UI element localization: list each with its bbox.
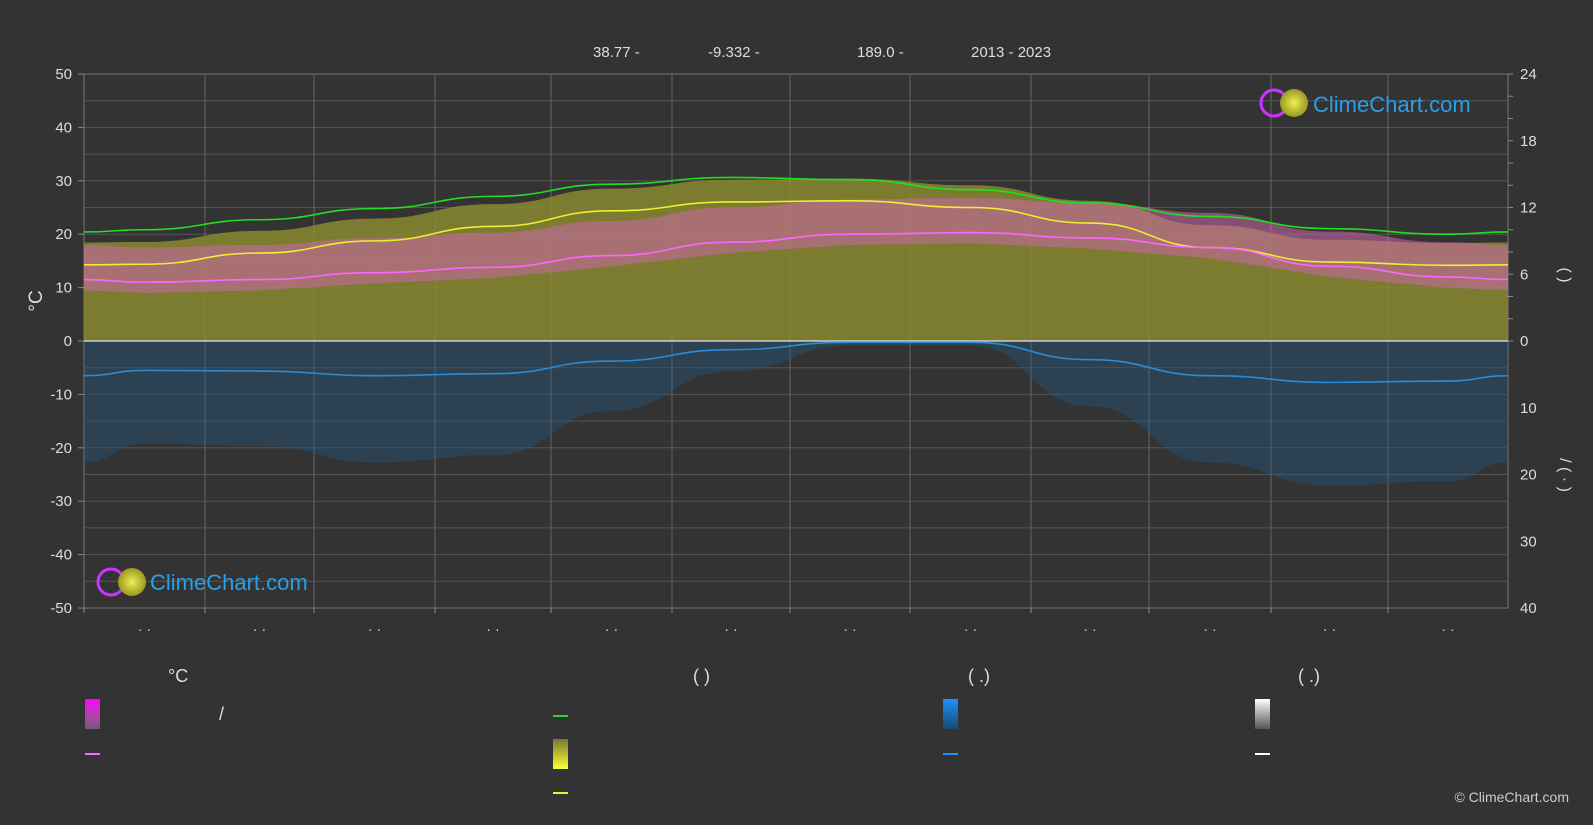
y-left-tick-label: -20	[50, 440, 72, 457]
logo-top-right-text: ClimeChart.com	[1313, 92, 1471, 117]
legend-title-rain: ( .)	[968, 666, 990, 686]
legend-slash: /	[219, 704, 225, 724]
y-axis-right-top-label: ( )	[1556, 267, 1573, 282]
x-month-label: · ·	[1083, 621, 1096, 637]
x-month-label: · ·	[1203, 621, 1216, 637]
logo-sun-icon	[118, 568, 146, 596]
x-month-label: · ·	[843, 621, 856, 637]
legend-title-temperature: °C	[168, 666, 189, 686]
series-line-mean-temp	[83, 231, 1509, 284]
copyright-notice: © ClimeChart.com	[1454, 789, 1569, 805]
y-left-tick-label: -30	[50, 493, 72, 510]
x-month-label: · ·	[253, 621, 266, 637]
logo-sun-icon	[1280, 89, 1308, 117]
logo-bottom-left-text: ClimeChart.com	[150, 570, 308, 595]
y-right-tick-label: 40	[1520, 600, 1537, 617]
series-line-sunshine	[83, 200, 1509, 267]
y-axis-left-label: °C	[26, 290, 47, 311]
y-right-tick-label: 12	[1520, 200, 1537, 217]
x-month-label: · ·	[486, 621, 499, 637]
x-month-label: · ·	[368, 621, 381, 637]
data-bands	[84, 178, 1508, 486]
legend-swatch-snow	[1255, 699, 1270, 729]
y-left-tick-label: -50	[50, 600, 72, 617]
legend-swatch-temp-range	[85, 699, 100, 729]
y-right-tick-label: 0	[1520, 333, 1528, 350]
y-right-tick-label: 30	[1520, 533, 1537, 550]
legend-title-snow: ( .)	[1298, 666, 1320, 686]
y-left-tick-label: -10	[50, 386, 72, 403]
x-month-label: · ·	[138, 621, 151, 637]
header-longitude: -9.332 -	[708, 44, 760, 61]
y-right-tick-label: 24	[1520, 66, 1537, 83]
header-elevation: 189.0 -	[857, 44, 904, 61]
y-axis-right-bottom-label: / ( · )	[1556, 458, 1573, 492]
data-lines	[83, 176, 1509, 384]
axes: 50 40 30 20 10 0 -10 -20 -30 -40 -50 24 18 12 6 0 10 20 30…	[50, 66, 1536, 637]
series-line-precip-rain	[83, 341, 1509, 384]
y-left-tick-label: 10	[55, 280, 72, 297]
x-month-label: · ·	[964, 621, 977, 637]
y-right-tick-label: 10	[1520, 400, 1537, 417]
precipitation-band	[84, 341, 1508, 486]
x-month-label: · ·	[1323, 621, 1336, 637]
x-month-label: · ·	[1441, 621, 1454, 637]
y-left-tick-label: 30	[55, 173, 72, 190]
legend-swatch-rain	[943, 699, 958, 729]
logo-top-right: ClimeChart.com	[1259, 88, 1471, 118]
y-left-tick-label: 20	[55, 226, 72, 243]
y-right-tick-label: 20	[1520, 467, 1537, 484]
logo-bottom-left: ClimeChart.com	[96, 567, 308, 597]
y-right-tick-label: 18	[1520, 133, 1537, 150]
x-month-label: · ·	[605, 621, 618, 637]
y-left-tick-label: -40	[50, 547, 72, 564]
header-years: 2013 - 2023	[971, 44, 1051, 61]
header-latitude: 38.77 -	[593, 44, 640, 61]
series-line-daylight	[83, 176, 1509, 236]
legend-swatch-sunshine	[553, 739, 568, 769]
y-left-tick-label: 40	[55, 119, 72, 136]
y-right-tick-label: 6	[1520, 266, 1528, 283]
y-left-tick-label: 0	[64, 333, 72, 350]
y-left-tick-label: 50	[55, 66, 72, 83]
x-month-label: · ·	[724, 621, 737, 637]
legend-title-sun: ( )	[693, 666, 710, 686]
